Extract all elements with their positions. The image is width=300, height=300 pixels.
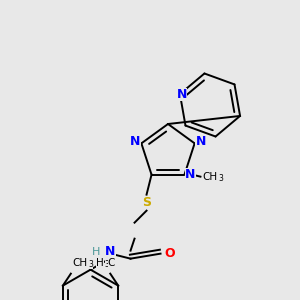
- Text: N: N: [185, 168, 196, 181]
- Text: 3: 3: [218, 174, 223, 183]
- Text: N: N: [177, 88, 187, 100]
- Text: 3: 3: [105, 260, 110, 269]
- Text: N: N: [105, 245, 116, 258]
- Text: N: N: [130, 135, 141, 148]
- Text: H: H: [96, 258, 104, 268]
- Text: C: C: [108, 258, 115, 268]
- Text: S: S: [142, 196, 151, 209]
- Text: H: H: [92, 247, 101, 257]
- Text: CH: CH: [72, 258, 87, 268]
- Text: 3: 3: [88, 260, 93, 269]
- Text: N: N: [195, 135, 206, 148]
- Text: CH: CH: [202, 172, 217, 182]
- Text: O: O: [164, 247, 175, 260]
